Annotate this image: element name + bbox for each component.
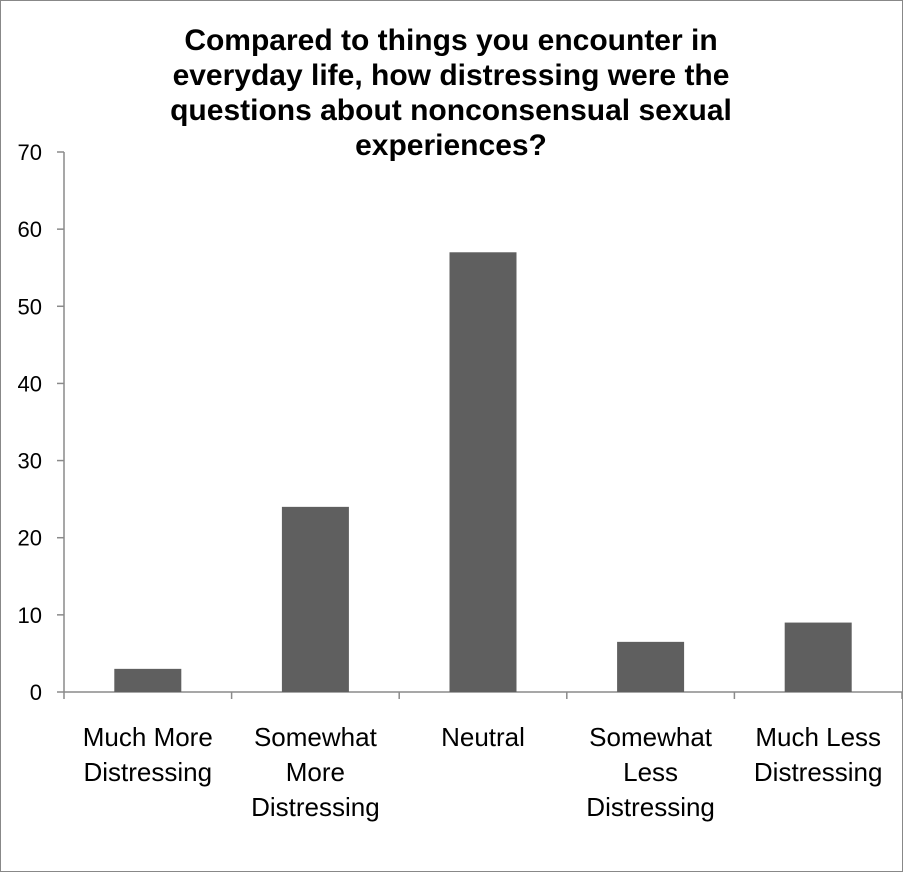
chart-title-line-1: Compared to things you encounter in [184,24,718,57]
x-category-label: Distressing [754,757,883,787]
y-tick-label: 60 [18,217,42,242]
chart-title: Compared to things you encounter in ever… [101,23,801,163]
x-category-label: Distressing [251,792,380,822]
x-category-label: Somewhat [254,722,378,752]
x-category-label: Much More [83,722,213,752]
y-tick-label: 30 [18,449,42,474]
y-tick-label: 20 [18,526,42,551]
y-tick-label: 50 [18,294,42,319]
bar [617,641,685,692]
chart-title-line-3: questions about nonconsensual sexual [170,94,732,127]
x-category-label: Somewhat [589,722,713,752]
x-category-label: Less [623,757,678,787]
bar [281,506,349,692]
x-category-label: Distressing [84,757,213,787]
y-tick-label: 40 [18,371,42,396]
y-tick-label: 0 [30,680,42,705]
y-tick-label: 70 [18,140,42,165]
x-category-label: Much Less [755,722,881,752]
x-category-label: Neutral [441,722,525,752]
bar [449,252,517,693]
x-category-label: More [286,757,345,787]
chart-title-line-2: everyday life, how distressing were the [172,59,730,92]
bar [784,622,852,692]
chart-title-line-4: experiences? [355,129,547,162]
x-category-label: Distressing [586,792,715,822]
y-tick-label: 10 [18,603,42,628]
bar [114,668,182,692]
